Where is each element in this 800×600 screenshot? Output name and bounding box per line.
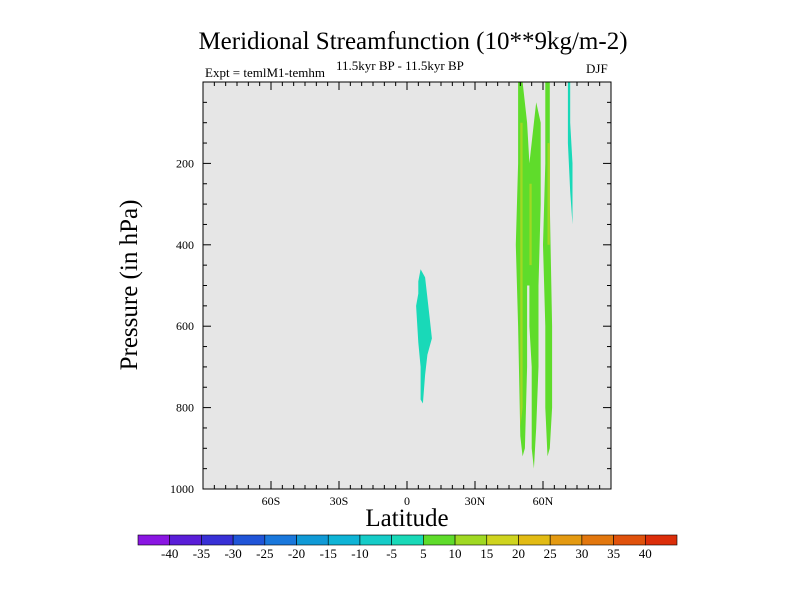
colorbar-swatch [169, 534, 202, 546]
season-label: DJF [586, 61, 608, 76]
colorbar-swatch [581, 534, 614, 546]
colorbar-swatch [359, 534, 392, 546]
contour-green-column-b [543, 82, 553, 457]
colorbar-label: 15 [480, 546, 493, 561]
y-tick-label: 1000 [170, 482, 194, 496]
colorbar-label: 20 [512, 546, 525, 561]
colorbar-swatch [454, 534, 488, 546]
contour-yellow-core-c [547, 143, 550, 245]
colorbar-label: 10 [449, 546, 462, 561]
colorbar-swatch [264, 534, 297, 546]
colorbar-swatch [549, 534, 583, 546]
colorbar-swatch [232, 534, 266, 546]
colorbar-swatch [296, 534, 329, 546]
contour-cyan-blob-equator [416, 269, 432, 404]
axis-ticks [202, 81, 612, 490]
colorbar-label: 25 [544, 546, 557, 561]
x-axis-label: Latitude [365, 505, 449, 532]
contour-yellow-core-a [520, 122, 523, 428]
colorbar-swatch [137, 534, 171, 546]
x-tick-label: 60N [533, 494, 554, 508]
colorbar-label: 30 [575, 546, 588, 561]
plot-area [203, 82, 611, 489]
colorbar-label: -35 [193, 546, 210, 561]
colorbar-label: -10 [351, 546, 368, 561]
x-tick-label: 0 [404, 494, 410, 508]
colorbar-label: -15 [320, 546, 337, 561]
colorbar-label: -5 [386, 546, 397, 561]
y-tick-label: 400 [176, 238, 194, 252]
colorbar-swatch [423, 534, 456, 546]
contour-cyan-strip-north [567, 82, 573, 225]
colorbar-swatch [518, 534, 551, 546]
contour-regions [416, 82, 573, 469]
axis-tick-labels: 60S 30S 0 30N 60N 200 400 600 800 1000 [170, 156, 554, 508]
colorbar-swatch [644, 534, 678, 546]
colorbar-swatch [327, 534, 361, 546]
colorbar-label: -30 [224, 546, 241, 561]
colorbar-label: 35 [607, 546, 620, 561]
colorbar-label: -20 [288, 546, 305, 561]
colorbar-label: -40 [161, 546, 178, 561]
y-tick-label: 800 [176, 401, 194, 415]
experiment-label: Expt = temlM1-temhm [205, 65, 325, 80]
colorbar-swatch [201, 534, 234, 546]
colorbar: -40 -35 -30 -25 -20 -15 -10 -5 5 10 15 20 25 30 35 40 [137, 534, 678, 561]
period-label: 11.5kyr BP - 11.5kyr BP [336, 58, 464, 73]
x-tick-label: 30N [465, 494, 486, 508]
y-tick-label: 200 [176, 156, 194, 170]
x-tick-label: 60S [262, 494, 281, 508]
colorbar-label: 40 [639, 546, 652, 561]
colorbar-swatch [486, 534, 519, 546]
x-tick-label: 30S [330, 494, 349, 508]
colorbar-label: 5 [420, 546, 427, 561]
contour-yellow-core-b [529, 183, 532, 266]
colorbar-swatch [613, 534, 646, 546]
chart-title: Meridional Streamfunction (10**9kg/m-2) [198, 28, 628, 55]
y-tick-label: 600 [176, 319, 194, 333]
colorbar-label: -25 [256, 546, 273, 561]
colorbar-swatch [391, 534, 424, 546]
